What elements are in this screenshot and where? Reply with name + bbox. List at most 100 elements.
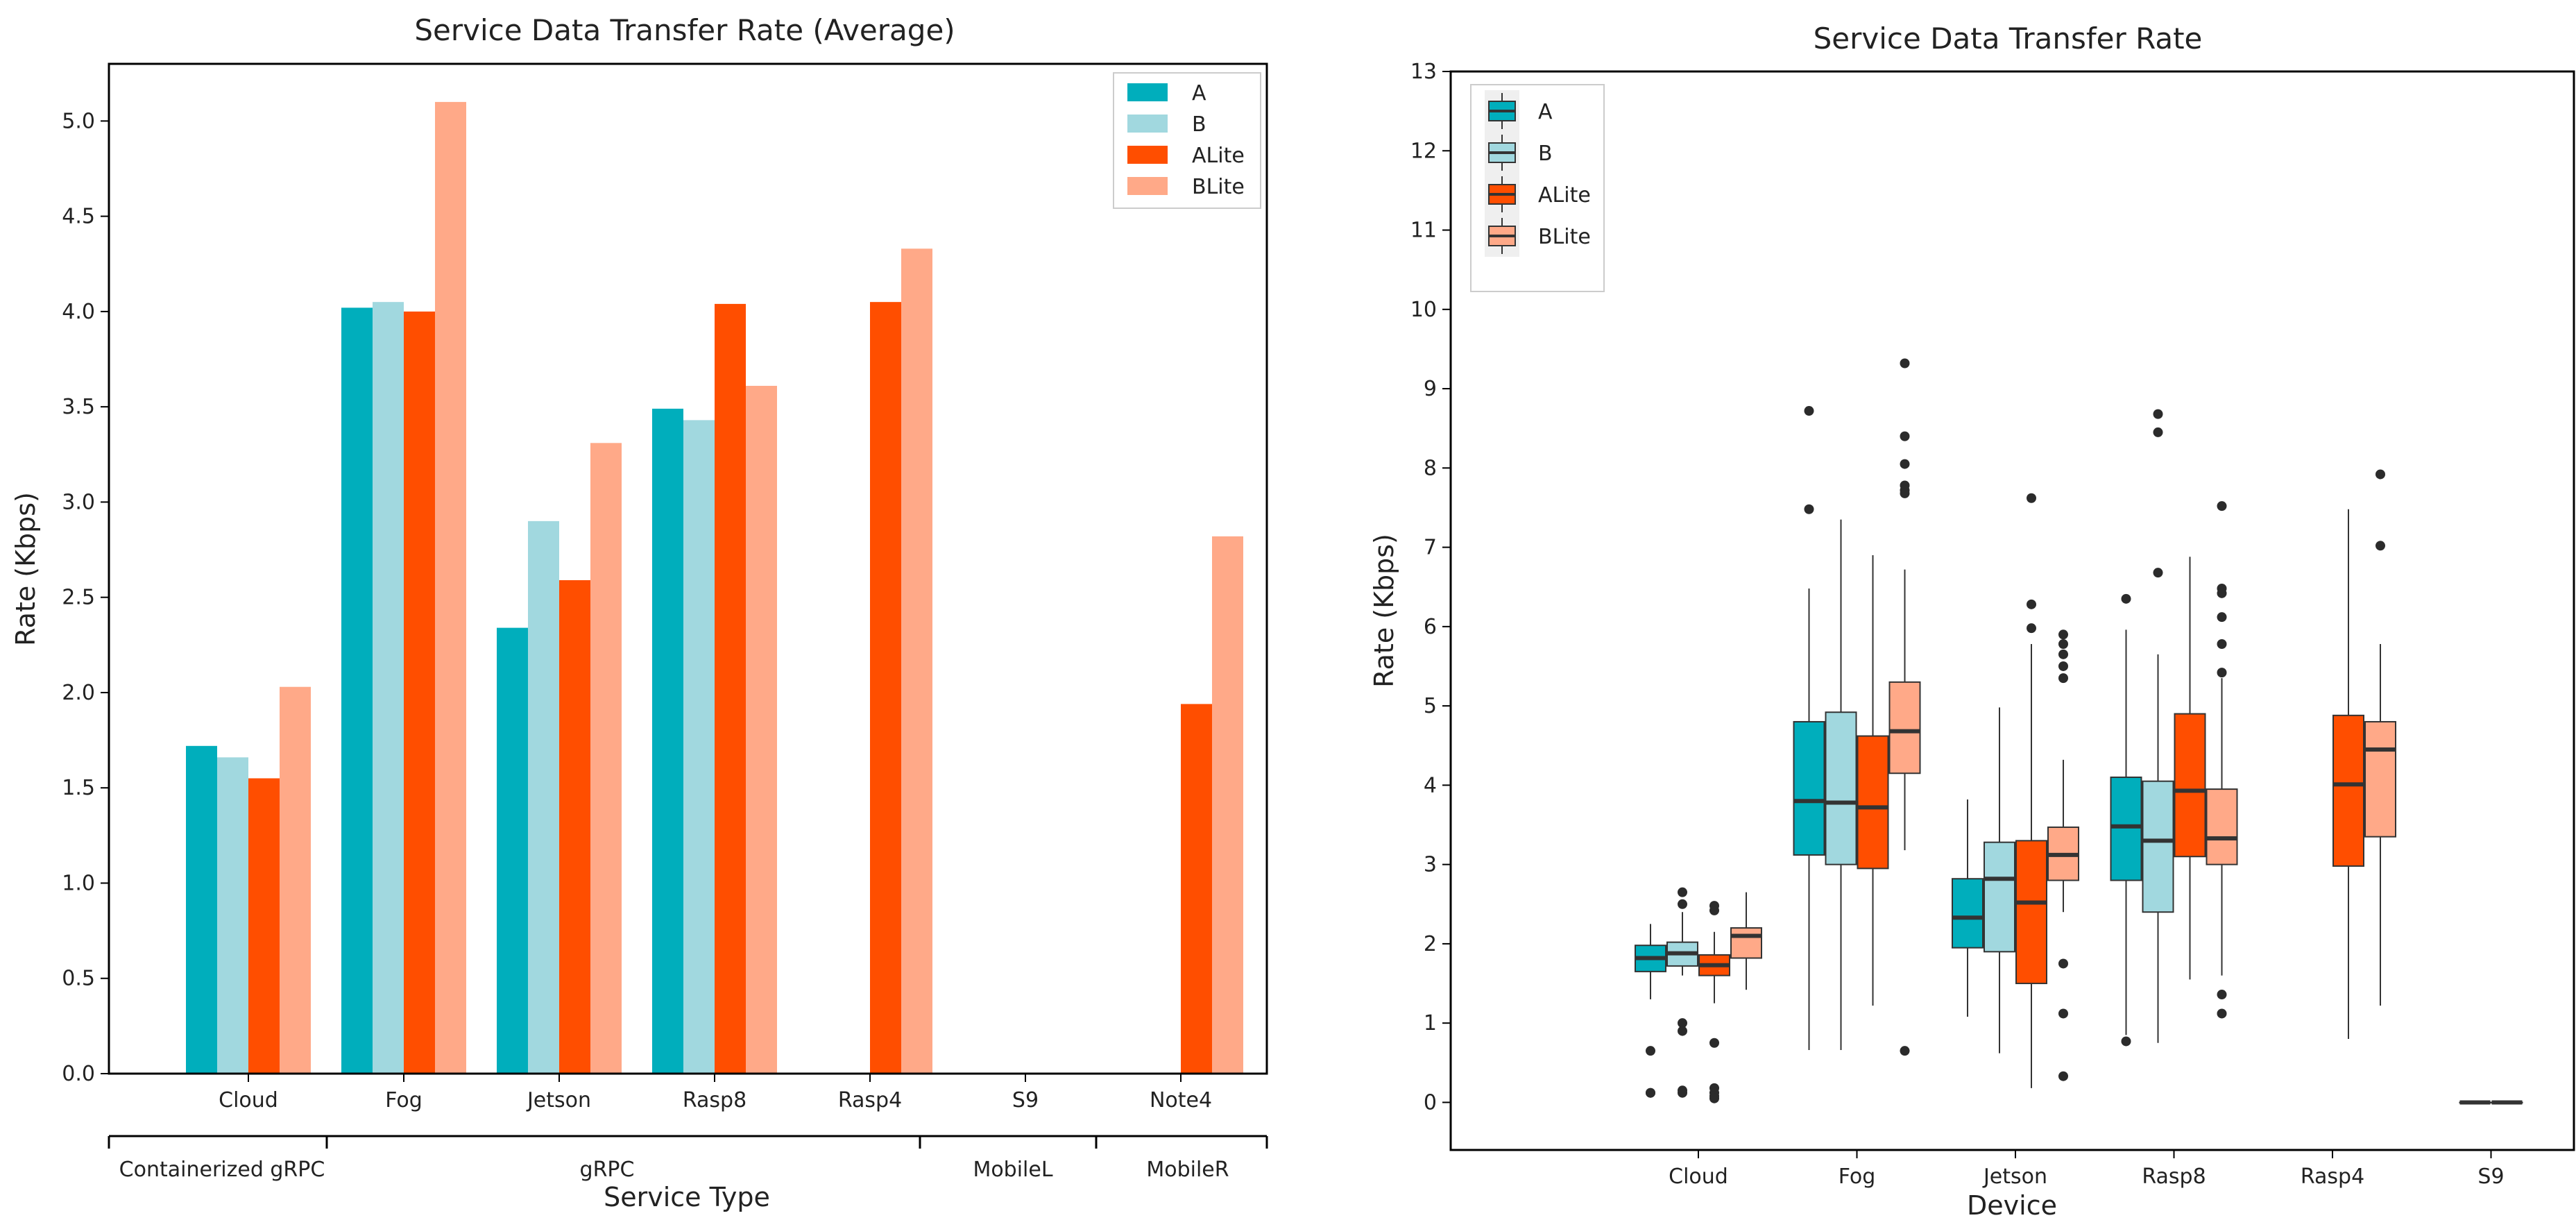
y-tick-label: 7: [1424, 536, 1437, 560]
y-tick-label: 11: [1410, 219, 1437, 243]
y-tick-label: 9: [1424, 377, 1437, 401]
y-tick-label: 13: [1410, 60, 1437, 84]
box-b-cloud-outlier: [1678, 887, 1687, 897]
box-b-cloud-outlier: [1678, 1026, 1687, 1036]
y-tick-label: 5.0: [62, 109, 95, 133]
box-alite-jetson-iqr: [2015, 840, 2047, 985]
box-blite-rasp8-outlier: [2217, 612, 2227, 623]
x-tick-label-fog: Fog: [385, 1088, 423, 1112]
legend-label-a: A: [1192, 81, 1206, 105]
box-a-cloud-outlier: [1646, 1046, 1655, 1056]
box-blite-fog-iqr: [1888, 681, 1921, 775]
legend-label-a: A: [1538, 100, 1553, 124]
y-tick-label: 4.5: [62, 205, 95, 229]
bar-chart-y-axis-title: Rate (Kbps): [10, 492, 41, 646]
bar-blite-note4: [1212, 536, 1243, 1074]
bar-chart-legend: AB ALite BLite: [1113, 72, 1261, 209]
bar-alite-cloud: [248, 778, 280, 1074]
box-alite-cloud-outlier: [1709, 1093, 1719, 1103]
box-blite-fog-outlier: [1900, 431, 1910, 441]
y-tick-label: 0.5: [62, 967, 95, 991]
box-a-jetson-iqr: [1952, 878, 1984, 949]
group-label-containerized-grpc: Containerized gRPC: [119, 1158, 325, 1182]
box-alite-cloud-outlier: [1709, 1038, 1719, 1048]
box-blite-fog-outlier: [1900, 1046, 1910, 1056]
y-tick-label: 1: [1424, 1011, 1437, 1035]
bar-b-jetson: [528, 521, 559, 1074]
box-blite-jetson-outlier: [2058, 1008, 2068, 1019]
y-tick-label: 10: [1410, 298, 1437, 322]
box-blite-jetson-outlier: [2058, 958, 2068, 969]
bar-chart-x-axis-title: Service Type: [604, 1182, 770, 1212]
y-tick-label: 0: [1424, 1090, 1437, 1115]
x-tick-label-jetson: Jetson: [526, 1088, 591, 1112]
y-tick-label: 1.0: [62, 871, 95, 895]
x-tick-label-fog: Fog: [1839, 1165, 1876, 1189]
box-blite-jetson-outlier: [2058, 638, 2068, 649]
bar-alite-fog: [404, 311, 435, 1074]
box-b-rasp8-iqr: [2142, 780, 2174, 913]
x-tick-label-s9: S9: [2477, 1165, 2504, 1189]
bar-b-rasp8: [683, 420, 715, 1074]
y-tick-label: 4.0: [62, 300, 95, 324]
x-tick-label-s9: S9: [1012, 1088, 1039, 1112]
box-chart-plot-frame: [1449, 70, 2575, 1151]
y-tick-label: 5: [1424, 694, 1437, 718]
y-tick-label: 3: [1424, 853, 1437, 877]
box-a-fog-outlier: [1804, 406, 1814, 416]
box-blite-cloud-iqr: [1730, 927, 1762, 959]
box-alite-rasp8-iqr: [2174, 713, 2206, 858]
y-tick-label: 2.5: [62, 586, 95, 610]
legend-swatch-b: [1127, 115, 1168, 133]
legend-swatch-alite: [1127, 146, 1168, 164]
y-tick-label: 3.5: [62, 395, 95, 419]
box-b-cloud-outlier: [1678, 1088, 1687, 1098]
x-tick-label-note4: Note4: [1150, 1088, 1212, 1112]
box-blite-fog-outlier: [1900, 488, 1910, 498]
box-b-rasp8-outlier: [2153, 409, 2163, 419]
x-tick-label-rasp4: Rasp4: [2301, 1165, 2364, 1189]
box-chart-legend: AB ALite BLite: [1470, 84, 1605, 292]
group-label-mobiler: MobileR: [1146, 1158, 1229, 1182]
legend-label-b: B: [1192, 112, 1206, 137]
legend-label-blite: BLite: [1192, 175, 1245, 199]
box-b-cloud-outlier: [1678, 1018, 1687, 1029]
bar-a-rasp8: [652, 408, 683, 1074]
y-tick-label: 1.5: [62, 776, 95, 800]
y-tick-label: 8: [1424, 456, 1437, 480]
box-blite-fog-outlier: [1900, 459, 1910, 469]
box-chart: Service Data Transfer Rate 0123456789101…: [1369, 22, 2575, 1221]
box-alite-jetson-outlier: [2027, 599, 2036, 609]
group-label-mobilel: MobileL: [973, 1158, 1052, 1182]
box-blite-fog-outlier: [1900, 358, 1910, 369]
bar-blite-rasp4: [901, 248, 932, 1074]
box-blite-rasp4-iqr: [2364, 720, 2396, 838]
bar-chart-x-axis: Cloud Fog Jetson Rasp8 Rasp4 S9 Note4: [219, 1074, 1212, 1112]
box-a-fog-outlier: [1804, 504, 1814, 514]
box-b-rasp8-outlier: [2153, 568, 2163, 578]
box-alite-fog-iqr: [1857, 735, 1889, 870]
service-type-groups: Containerized gRPC gRPC MobileL MobileR: [108, 1135, 1268, 1182]
bar-b-cloud: [217, 757, 248, 1074]
box-blite-rasp8-outlier: [2217, 990, 2227, 1000]
box-alite-cloud-outlier: [1709, 905, 1719, 915]
legend-label-alite: ALite: [1192, 144, 1245, 168]
box-blite-jetson-outlier: [2058, 661, 2068, 671]
box-blite-rasp4-outlier: [2375, 541, 2385, 551]
box-a-cloud-outlier: [1646, 1088, 1655, 1098]
box-a-rasp8-iqr: [2110, 776, 2142, 881]
y-tick-label: 4: [1424, 773, 1437, 797]
box-chart-title: Service Data Transfer Rate: [1814, 22, 2203, 56]
x-tick-label-rasp4: Rasp4: [838, 1088, 902, 1112]
box-chart-boxes: [1635, 358, 2523, 1105]
bar-chart-plot-frame: [108, 62, 1268, 1075]
box-blite-rasp8-iqr: [2206, 788, 2238, 865]
bar-blite-rasp8: [746, 385, 777, 1074]
bar-alite-rasp4: [870, 302, 901, 1074]
bar-blite-cloud: [280, 686, 311, 1074]
bar-a-cloud: [186, 745, 217, 1074]
bar-alite-rasp8: [715, 303, 746, 1074]
y-tick-label: 3.0: [62, 490, 95, 514]
